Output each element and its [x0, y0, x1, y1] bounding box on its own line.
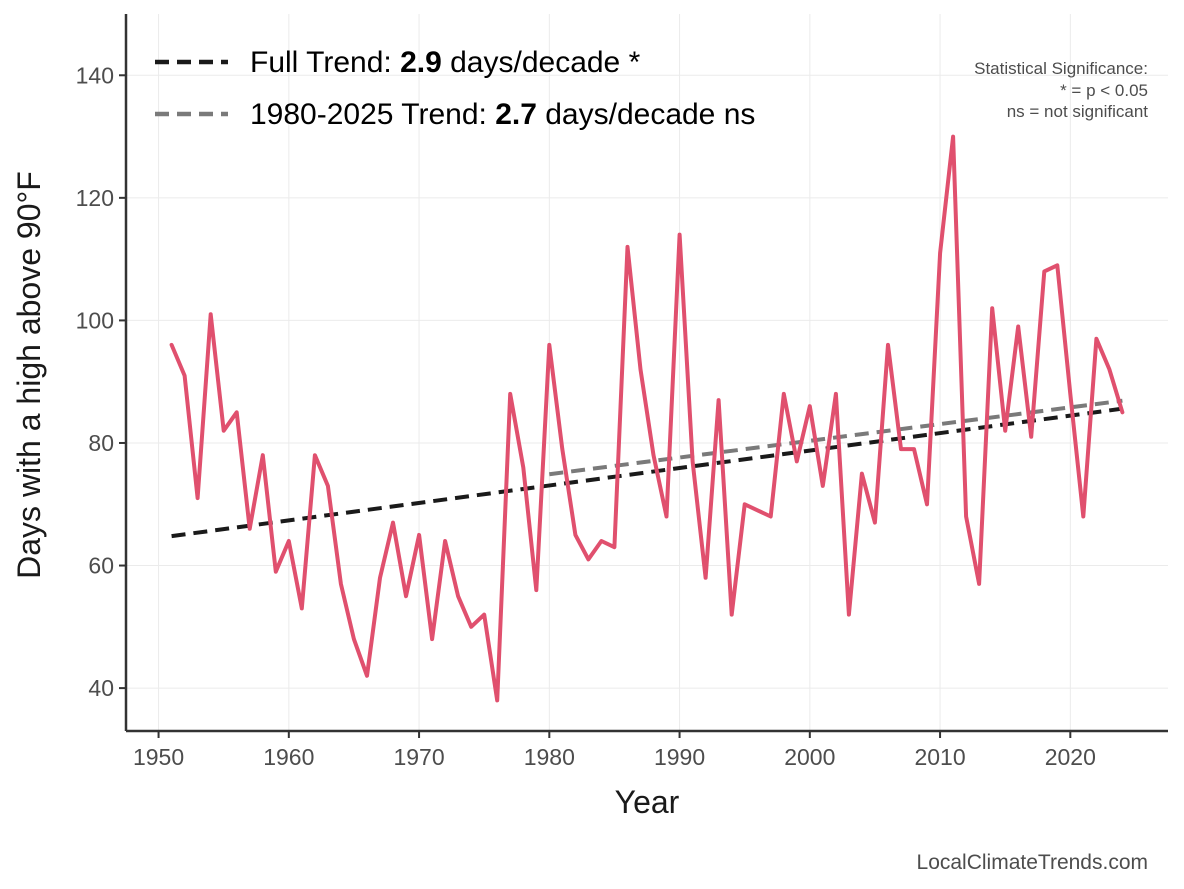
- x-tick-label: 1970: [393, 744, 444, 770]
- legend-prefix: 1980-2025 Trend:: [250, 98, 495, 131]
- source-credit: LocalClimateTrends.com: [917, 851, 1148, 874]
- data-series: [169, 134, 1125, 703]
- x-tick-label: 1990: [654, 744, 705, 770]
- grid: [126, 14, 1168, 731]
- legend-suffix: days/decade *: [442, 46, 641, 79]
- x-tick-label: 1950: [133, 744, 184, 770]
- y-tick-label: 140: [76, 62, 114, 88]
- x-tick-label: 1960: [263, 744, 314, 770]
- y-tick-label: 80: [88, 430, 114, 456]
- legend-value: 2.9: [400, 46, 442, 79]
- legend-suffix: days/decade ns: [537, 98, 755, 131]
- y-tick-label: 100: [76, 307, 114, 333]
- legend-prefix: Full Trend:: [250, 46, 400, 79]
- significance-note-ns: ns = not significant: [1007, 102, 1149, 121]
- days-above-90-line: [169, 134, 1125, 703]
- y-tick-label: 120: [76, 185, 114, 211]
- significance-note: Statistical Significance: * = p < 0.05 n…: [974, 59, 1148, 121]
- legend-entry-1980-2025-trend: 1980-2025 Trend: 2.7 days/decade ns: [250, 98, 755, 131]
- y-tick-label: 60: [88, 553, 114, 579]
- legend-entry-full-trend: Full Trend: 2.9 days/decade *: [250, 46, 641, 79]
- x-tick-label: 1980: [524, 744, 575, 770]
- y-tick-label: 40: [88, 675, 114, 701]
- significance-note-title: Statistical Significance:: [974, 59, 1148, 78]
- x-axis-title: Year: [615, 784, 680, 820]
- x-tick-label: 2010: [914, 744, 965, 770]
- significance-note-p: * = p < 0.05: [1060, 81, 1148, 100]
- y-axis-title: Days with a high above 90°F: [11, 171, 47, 579]
- x-tick-label: 2000: [784, 744, 835, 770]
- legend: Full Trend: 2.9 days/decade * 1980-2025 …: [155, 46, 755, 131]
- legend-value: 2.7: [495, 98, 537, 131]
- axes: [124, 14, 1168, 733]
- recent-trend-line: [549, 398, 1123, 477]
- tick-labels: 40 60 80 100 120 140 1950 1960 1970 1980 1990 2000 2…: [76, 62, 1096, 770]
- x-tick-label: 2020: [1045, 744, 1096, 770]
